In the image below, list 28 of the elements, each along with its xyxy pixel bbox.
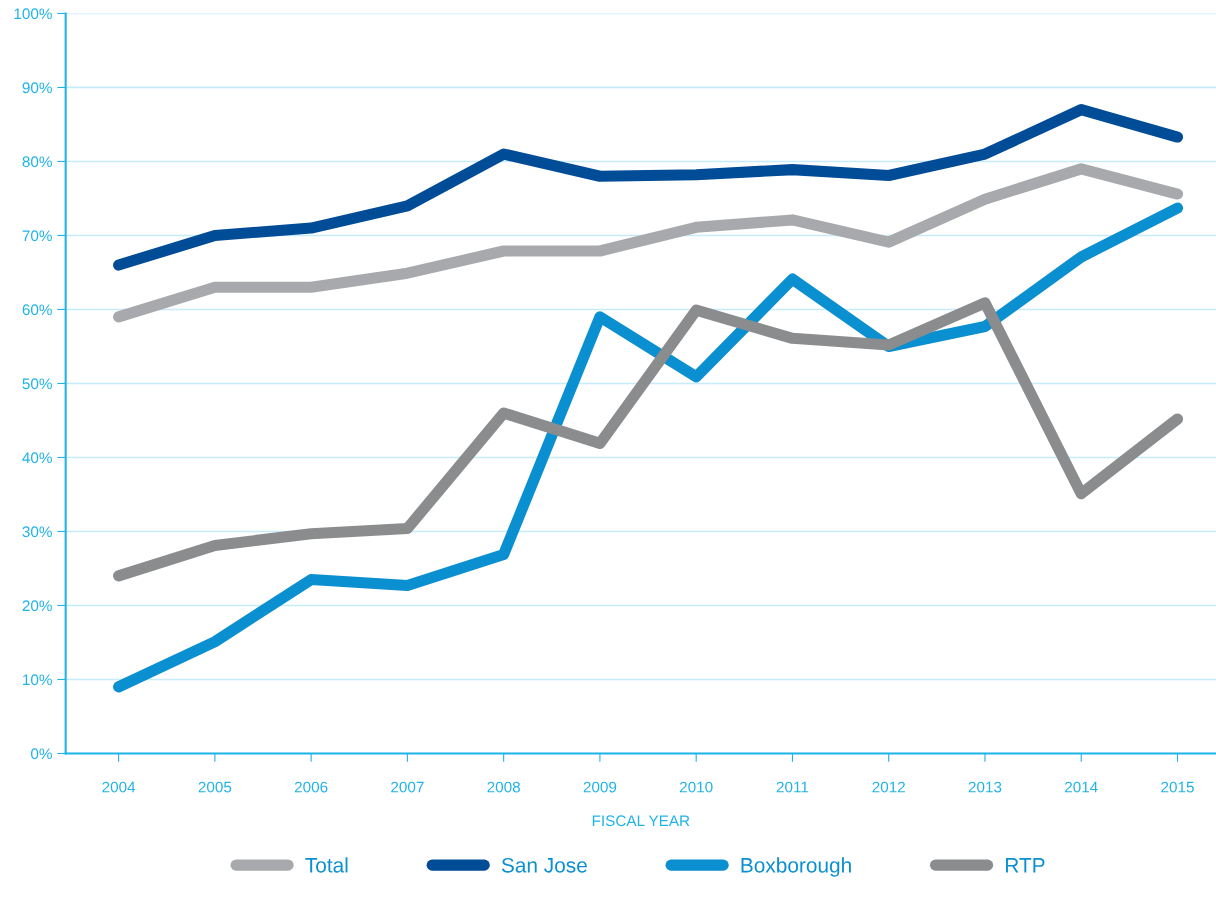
x-tick-label: 2012: [872, 781, 905, 793]
y-tick-label: 40%: [22, 452, 52, 464]
y-tick-label: 90%: [22, 82, 52, 94]
y-tick-label: 100%: [14, 8, 52, 20]
x-tick-label: 2004: [102, 781, 136, 793]
x-tick-label: 2010: [679, 781, 713, 793]
y-tick-label: 20%: [22, 600, 52, 612]
x-tick-label: 2014: [1065, 781, 1098, 793]
x-axis-title: FISCAL YEAR: [592, 815, 690, 827]
legend-label: Boxborough: [741, 857, 851, 877]
x-tick-label: 2013: [968, 781, 1002, 793]
legend-label: San Jose: [501, 857, 587, 873]
x-tick-label: 2006: [294, 781, 328, 793]
y-tick-label: 50%: [22, 378, 52, 390]
x-tick-label: 2011: [776, 781, 809, 793]
legend-label: RTP: [1005, 858, 1045, 873]
x-tick-label: 2008: [487, 781, 520, 793]
legend-label: Total: [305, 857, 348, 873]
x-tick-label: 2007: [391, 781, 424, 793]
y-tick-label: 30%: [22, 526, 52, 538]
y-tick-label: 60%: [22, 304, 52, 316]
y-tick-label: 0%: [30, 748, 52, 760]
y-tick-label: 80%: [22, 156, 52, 168]
x-tick-label: 2015: [1161, 781, 1194, 793]
y-tick-label: 10%: [23, 674, 52, 686]
x-tick-label: 2009: [583, 781, 617, 793]
y-tick-label: 70%: [22, 230, 52, 242]
x-tick-label: 2005: [198, 781, 232, 793]
